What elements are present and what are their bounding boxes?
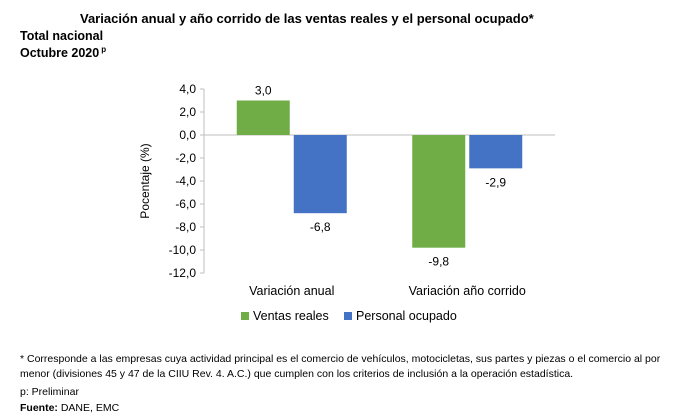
chart-subtitle-period: Octubre 2020 p xyxy=(20,45,106,60)
x-category-label: Variación año corrido xyxy=(409,284,526,298)
source-label: Fuente: xyxy=(20,402,58,414)
y-tick-label: -8,0 xyxy=(175,220,196,234)
legend-label: Ventas reales xyxy=(253,309,329,323)
preliminary-mark: p xyxy=(101,45,107,54)
bar-ventas-reales-2 xyxy=(412,135,466,248)
y-tick-label: 0,0 xyxy=(179,128,196,142)
legend-swatch xyxy=(241,312,249,320)
source-value: DANE, EMC xyxy=(60,402,120,414)
chart-title: Variación anual y año corrido de las ven… xyxy=(80,11,534,26)
data-label: -2,9 xyxy=(485,175,506,189)
legend-label: Personal ocupado xyxy=(356,309,457,323)
bar-personal-ocupado-2 xyxy=(469,135,523,169)
x-category-label: Variación anual xyxy=(249,284,334,298)
source-note: Fuente: DANE, EMC xyxy=(20,401,119,416)
bar-chart: 4,0 2,0 0,0 -2,0 -4,0 -6,0 -8,0 -10,0 -12,0 Pocen… xyxy=(138,82,555,323)
bar-personal-ocupado-1 xyxy=(293,135,347,214)
data-label: -6,8 xyxy=(310,220,331,234)
legend-swatch xyxy=(344,312,352,320)
y-tick-label: -2,0 xyxy=(175,151,196,165)
y-tick-label: 4,0 xyxy=(179,82,196,96)
bar-ventas-reales-1 xyxy=(236,100,290,135)
y-tick-label: -12,0 xyxy=(169,266,197,280)
y-axis-label: Pocentaje (%) xyxy=(138,143,152,218)
y-tick-label: -4,0 xyxy=(175,174,196,188)
y-tick-label: 2,0 xyxy=(179,105,196,119)
y-tick-label: -10,0 xyxy=(169,243,197,257)
footnote-definition: * Corresponde a las empresas cuya activi… xyxy=(20,353,661,380)
footnote-preliminary: p: Preliminar xyxy=(20,386,79,398)
period-text: Octubre 2020 xyxy=(20,46,100,61)
chart-subtitle-region: Total nacional xyxy=(20,29,104,43)
data-label: 3,0 xyxy=(255,84,272,98)
y-tick-label: -6,0 xyxy=(175,197,196,211)
data-label: -9,8 xyxy=(428,255,449,269)
